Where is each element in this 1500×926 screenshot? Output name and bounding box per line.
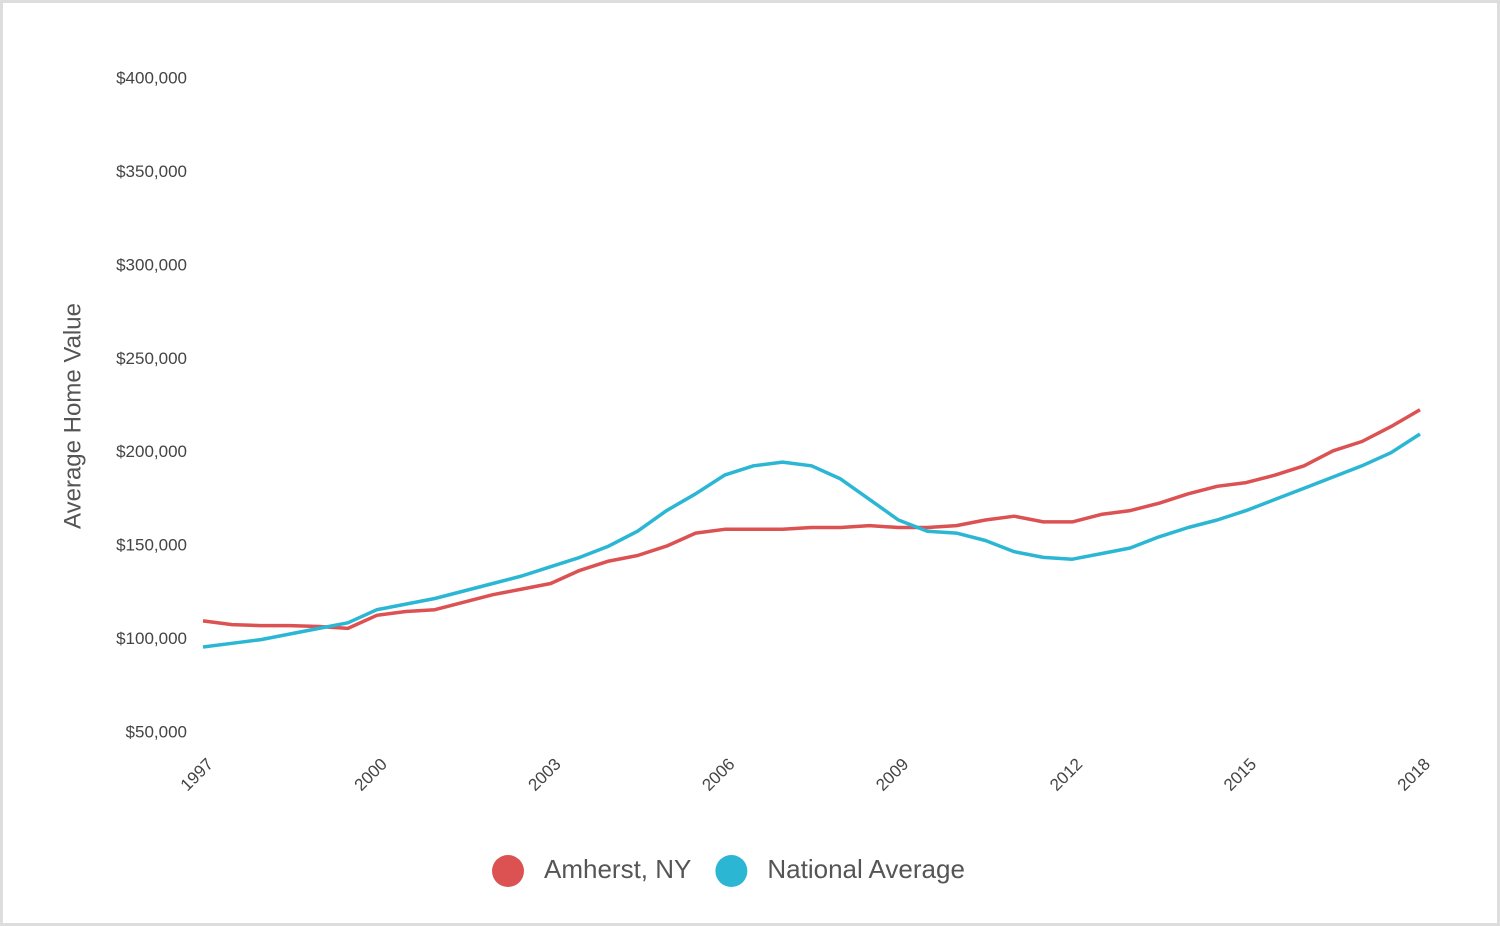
y-tick-label: $100,000 xyxy=(116,629,187,648)
legend-label: National Average xyxy=(767,854,965,884)
y-tick-label: $350,000 xyxy=(116,162,187,181)
legend-marker xyxy=(715,855,748,887)
y-axis-label: Average Home Value xyxy=(59,303,86,529)
y-tick-label: $400,000 xyxy=(116,68,187,87)
y-tick-label: $50,000 xyxy=(126,722,187,741)
legend-label: Amherst, NY xyxy=(544,854,691,884)
y-tick-label: $250,000 xyxy=(116,349,187,368)
y-tick-label: $150,000 xyxy=(116,536,187,555)
y-tick-label: $300,000 xyxy=(116,255,187,274)
y-tick-label: $200,000 xyxy=(116,442,187,461)
line xyxy=(202,432,1421,649)
line xyxy=(202,408,1421,631)
legend-marker xyxy=(492,855,524,887)
